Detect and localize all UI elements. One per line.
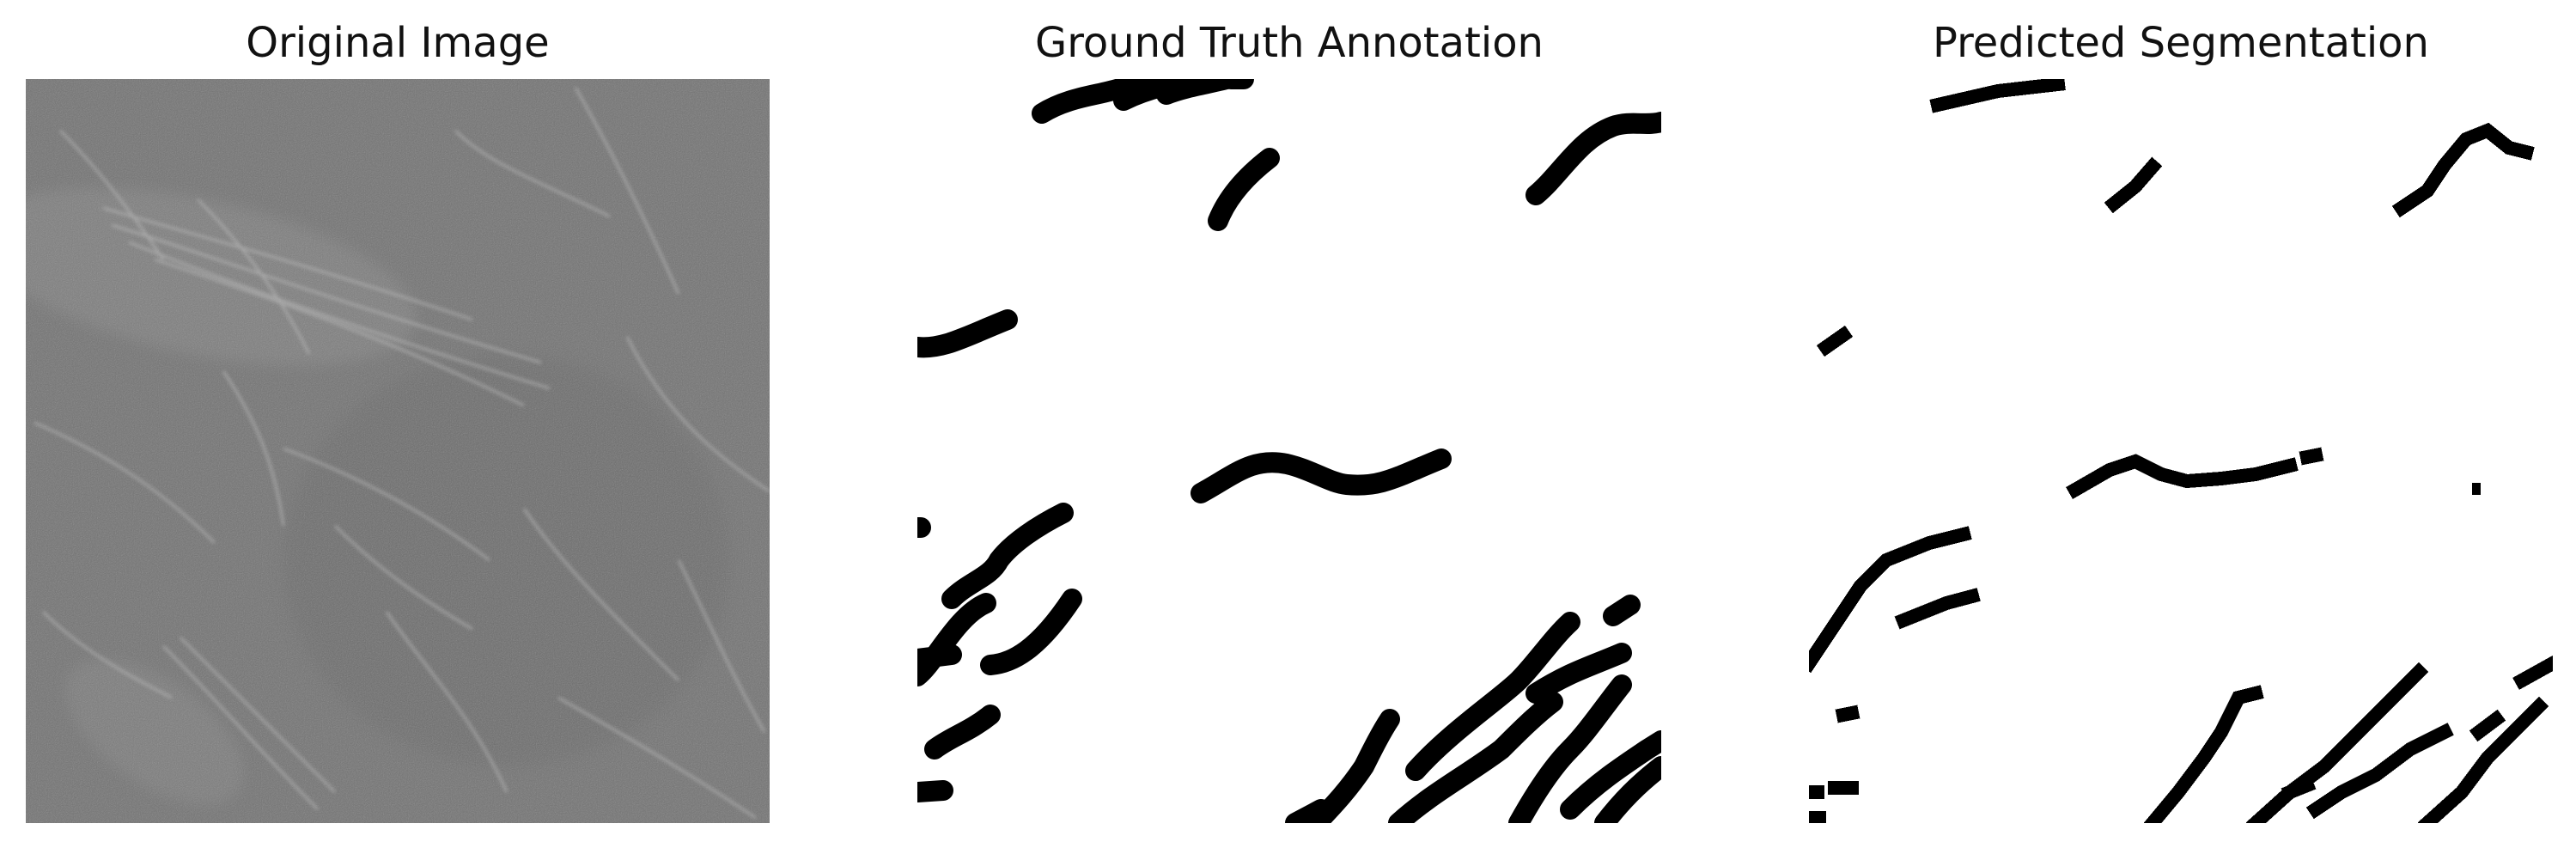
ground-truth-svg	[917, 79, 1661, 823]
predicted-segmentation-mask	[1809, 79, 2553, 823]
prediction-svg	[1809, 79, 2553, 823]
image-texture	[26, 79, 770, 823]
panel-title-original: Original Image	[246, 19, 550, 67]
panel-title-ground-truth: Ground Truth Annotation	[1035, 19, 1544, 67]
ground-truth-mask	[917, 79, 1661, 823]
prediction-strokes	[1809, 79, 2553, 823]
prediction-speck	[2472, 483, 2481, 495]
annotation-strokes	[917, 79, 1661, 823]
skin-lines	[33, 87, 770, 820]
original-image-svg	[26, 79, 770, 823]
prediction-background	[1809, 79, 2553, 823]
panel-title-prediction: Predicted Segmentation	[1933, 19, 2429, 67]
original-image	[26, 79, 770, 823]
